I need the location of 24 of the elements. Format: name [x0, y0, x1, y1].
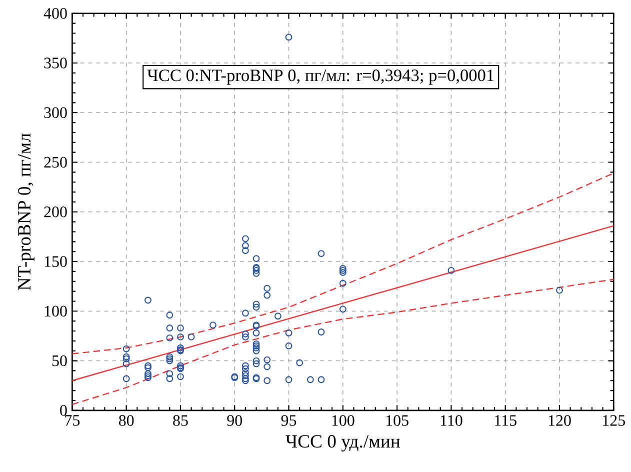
- y-tick-label: 150: [44, 256, 67, 267]
- x-tick-label: 100: [332, 415, 354, 426]
- x-axis-title: ЧСС 0 уд./мин: [286, 435, 400, 452]
- annotation: ЧСС 0:NT-proBNP 0, пг/мл: r=0,3943; p=0,0001: [147, 70, 494, 85]
- y-tick-label: 250: [44, 156, 67, 168]
- x-tick-label: 105: [386, 415, 408, 426]
- y-tick-label: 50: [52, 355, 67, 366]
- x-tick-label: 85: [173, 415, 188, 426]
- x-tick-label: 90: [227, 415, 242, 426]
- x-tick-label: 115: [495, 415, 516, 426]
- x-tick-label: 125: [603, 415, 625, 426]
- y-tick-label: 400: [44, 8, 67, 19]
- y-tick-label: 350: [44, 58, 67, 68]
- y-tick-label: 200: [44, 206, 67, 218]
- y-tick-label: 300: [44, 107, 67, 118]
- x-tick-label: 95: [281, 415, 296, 426]
- line-series: [72, 278, 614, 406]
- x-tick-label: 80: [118, 415, 134, 426]
- x-tick-label: 120: [548, 415, 571, 426]
- x-tick-label: 110: [440, 415, 462, 426]
- x-tick-label: 75: [65, 415, 80, 426]
- y-tick-label: 100: [44, 306, 67, 317]
- y-tick-label: 0: [60, 405, 67, 416]
- y-axis-title: NT-proBNP 0, пг/мл: [18, 134, 34, 290]
